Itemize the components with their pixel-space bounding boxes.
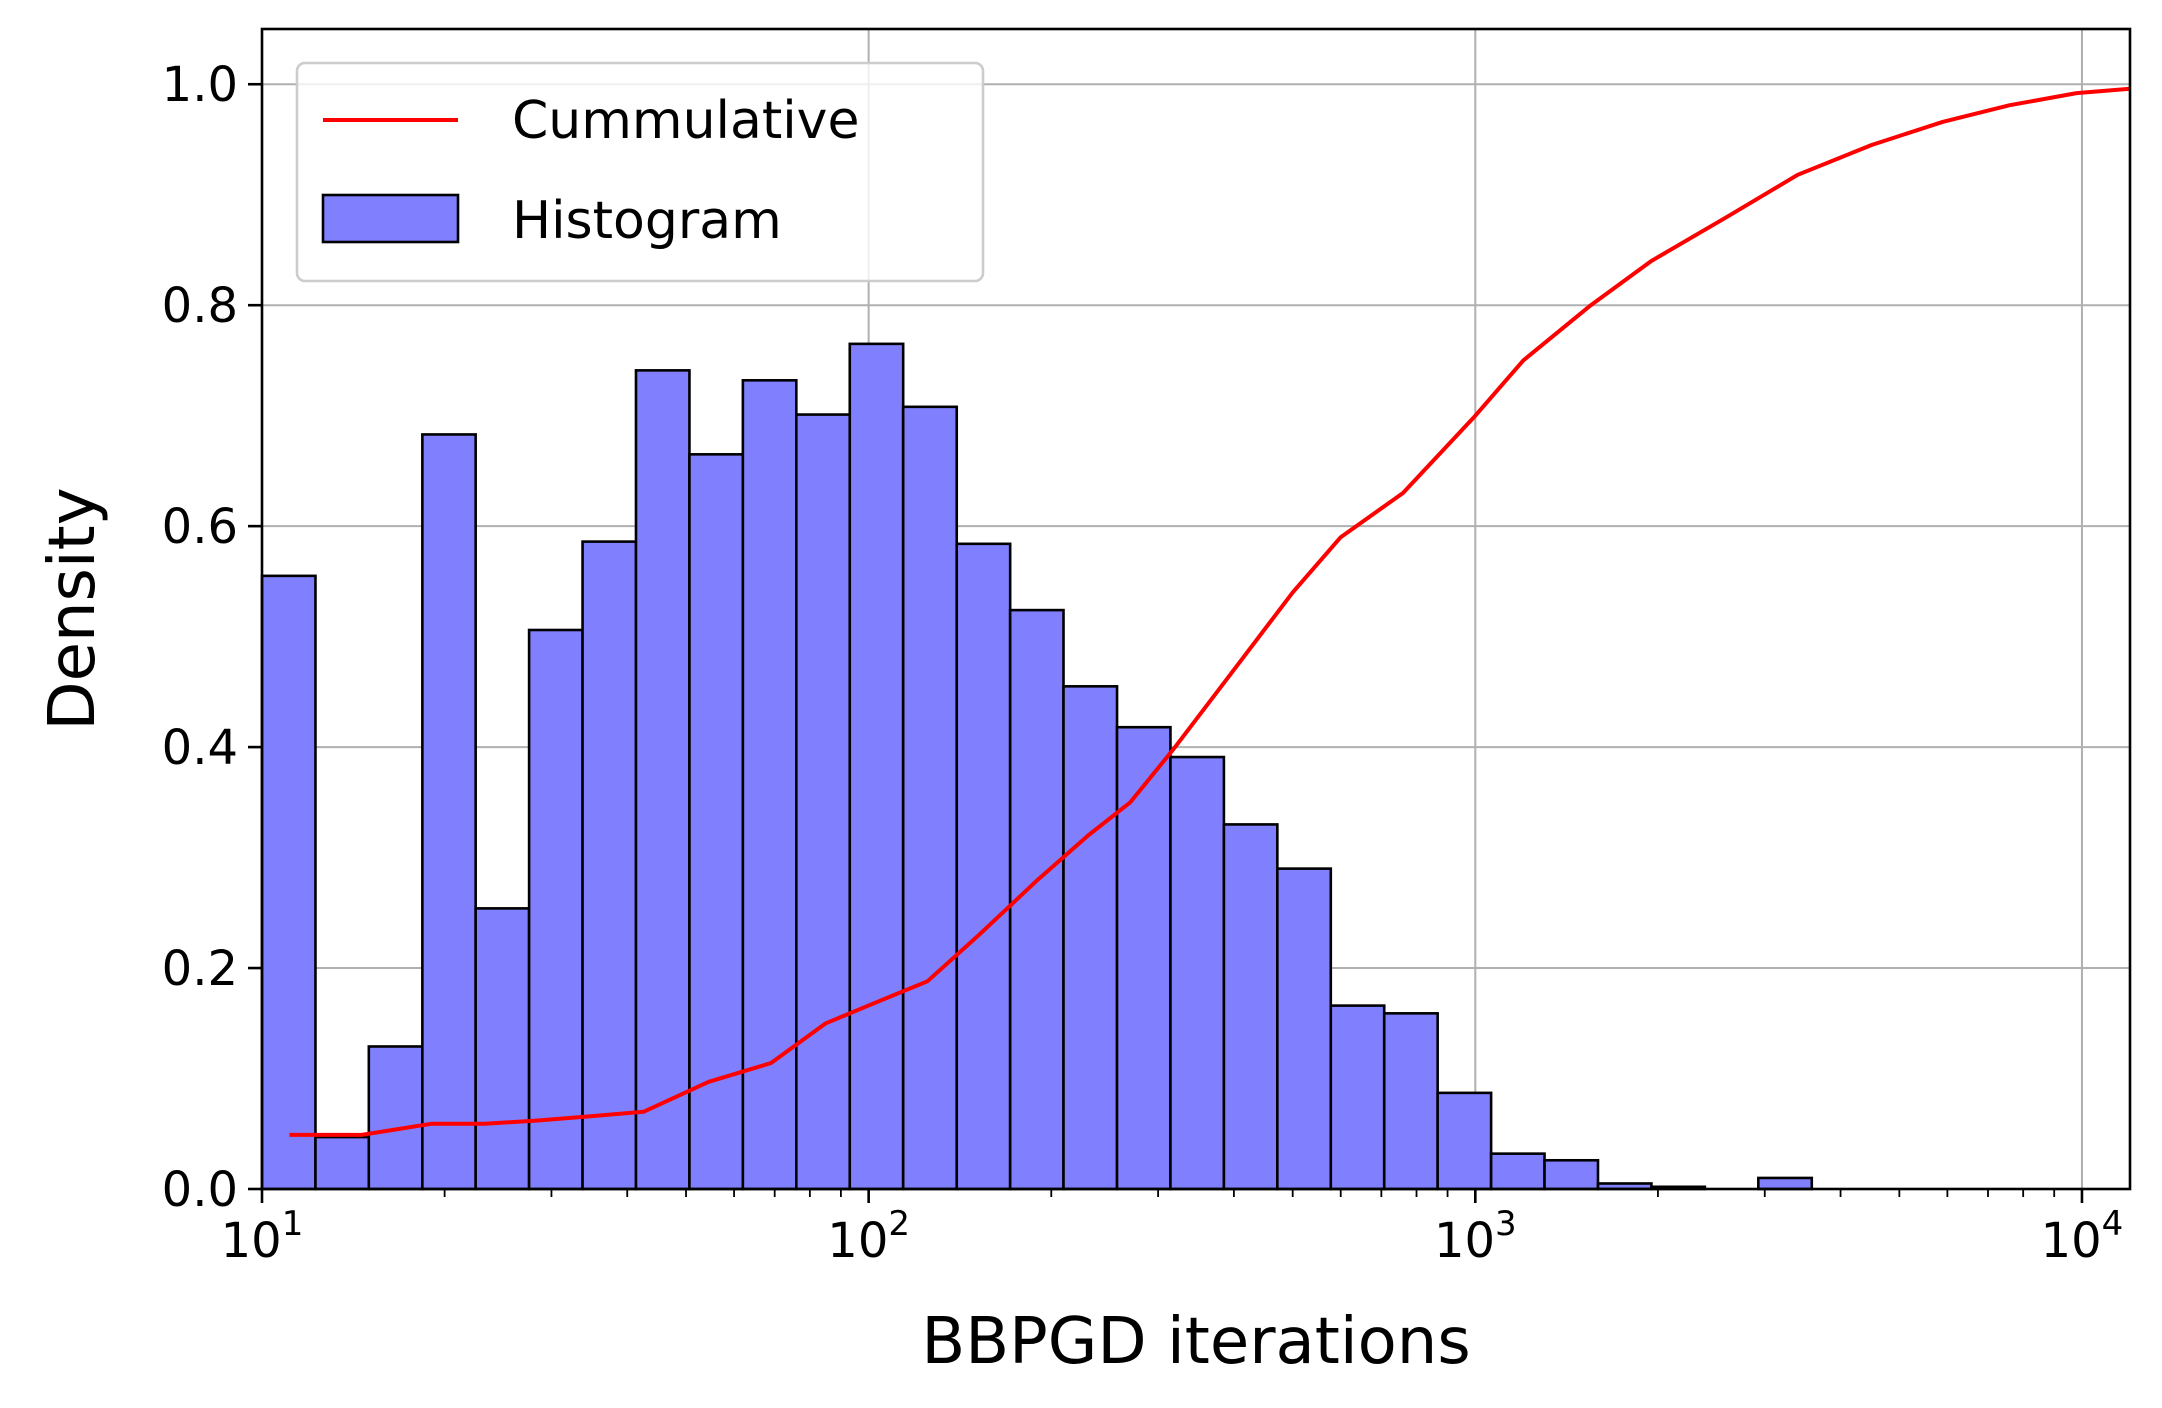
legend: Cummulative Histogram [295,61,985,283]
histogram-bar [848,342,905,1191]
legend-histogram-swatch [321,193,460,244]
x-axis-label: BBPGD iterations [921,1305,1470,1379]
histogram-bar [367,1045,424,1191]
x-tick-label: 103 [1434,1204,1517,1269]
plot-frame [260,27,2132,1191]
histogram-bar [1169,755,1226,1191]
histogram-bar [955,542,1012,1191]
histogram-bar [421,433,477,1191]
histogram-bar [1436,1091,1493,1191]
histogram-bar [901,405,959,1191]
histogram-bar [260,574,317,1191]
histogram-bar [1543,1158,1600,1191]
histogram-bar [581,540,638,1191]
histogram-bar [741,379,798,1191]
histogram-bar [474,907,531,1191]
histogram-bar [1489,1152,1546,1191]
x-tick-label: 101 [221,1204,304,1269]
legend-histogram-label: Histogram [512,191,782,251]
histogram-bar [1222,823,1279,1191]
histogram-bar [795,413,852,1191]
x-tick-label: 102 [827,1204,910,1269]
histogram-bar [1757,1176,1814,1191]
histogram-bar [314,1135,371,1191]
legend-box [295,61,985,283]
y-tick-label: 0.8 [162,278,238,334]
axis-ticks: 101 102 103 104 0.0 0.2 0.4 0.6 0.8 1.0 [162,57,2124,1269]
histogram-bar [527,628,584,1191]
y-tick-label: 0.0 [162,1162,238,1218]
y-tick-label: 0.4 [162,720,238,776]
histogram-bar [1062,685,1119,1191]
histogram-bars [260,342,1814,1191]
y-axis-label: Density [36,487,110,730]
histogram-bar [1115,725,1172,1191]
cumulative-line-group [289,86,2131,1137]
histogram-bar [634,369,691,1191]
histogram-bar [1276,867,1333,1191]
x-tick-label: 104 [2041,1204,2124,1269]
histogram-bar [1382,1012,1439,1191]
y-tick-label: 0.2 [162,941,238,997]
histogram-bar [1329,1004,1386,1191]
legend-cumulative-label: Cummulative [512,91,859,151]
y-tick-label: 0.6 [162,499,238,555]
y-tick-label: 1.0 [162,57,238,113]
cumulative-line [289,86,2131,1137]
